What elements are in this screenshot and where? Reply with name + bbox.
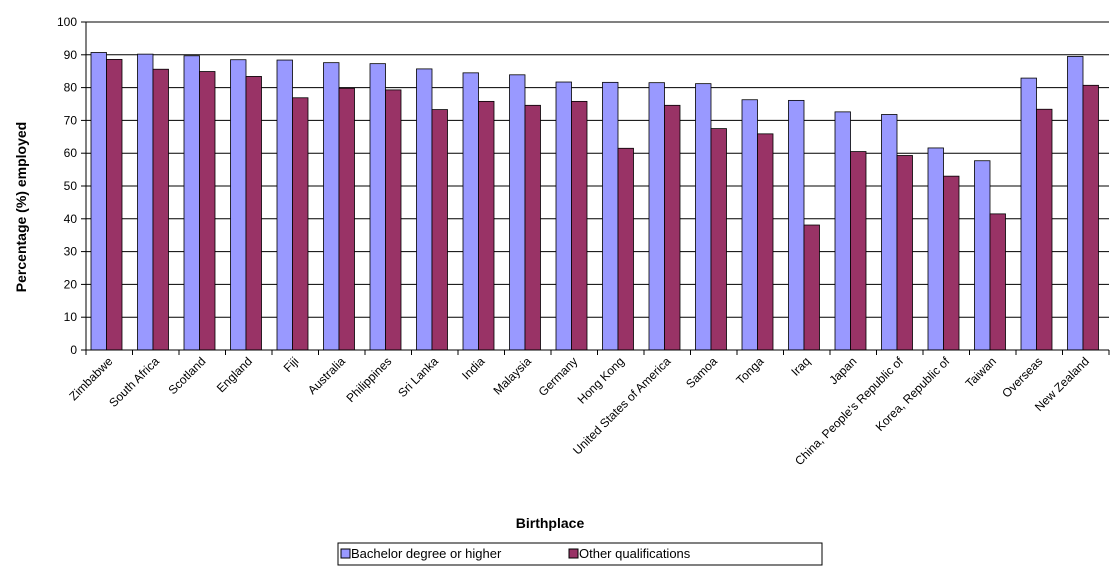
bar-other-17: [896, 155, 913, 351]
x-tick-label: Fiji: [281, 354, 302, 375]
x-tick-label: Philippines: [343, 354, 394, 405]
bar-other-8: [478, 100, 495, 351]
bar-bachelor-12: [648, 82, 665, 351]
y-tick-label: 80: [64, 81, 78, 95]
bar-other-12: [664, 104, 681, 351]
legend-label-other: Other qualifications: [579, 546, 691, 561]
y-tick-label: 100: [57, 15, 77, 29]
bar-other-2: [199, 71, 216, 351]
legend-frame: [337, 542, 823, 566]
x-tick-label: Overseas: [999, 354, 1045, 400]
bar-other-6: [385, 89, 402, 351]
bar-bachelor-8: [462, 72, 479, 351]
y-tick-label: 90: [64, 48, 78, 62]
x-tick-label: Zimbabwe: [66, 354, 115, 403]
bar-bachelor-9: [509, 74, 526, 351]
bar-other-16: [850, 151, 867, 351]
bar-other-20: [1036, 108, 1053, 351]
bar-bachelor-13: [695, 83, 712, 351]
x-tick-label: Australia: [305, 354, 348, 397]
y-tick-labels: 0 10 20 30 40 50 60 70 80 90 100: [57, 15, 77, 357]
y-tick-label: 50: [64, 179, 78, 193]
bar-bachelor-3: [230, 59, 247, 351]
bar-other-10: [571, 100, 588, 351]
bar-other-15: [803, 224, 820, 351]
x-tick-label: Iraq: [788, 354, 813, 379]
bar-bachelor-1: [137, 53, 154, 351]
bar-bachelor-17: [881, 114, 898, 351]
y-tick-label: 30: [64, 245, 78, 259]
bar-bachelor-7: [416, 68, 433, 351]
bar-other-18: [943, 175, 960, 351]
x-tick-label: Germany: [536, 354, 581, 399]
legend-swatch-other: [568, 548, 579, 559]
bar-other-19: [989, 213, 1006, 351]
x-tick-label: England: [214, 354, 255, 395]
bar-other-1: [152, 68, 169, 351]
bar-bachelor-0: [90, 52, 107, 351]
x-tick-label: South Africa: [106, 354, 162, 410]
bar-other-13: [710, 128, 727, 351]
y-tick-label: 20: [64, 277, 78, 291]
bar-bachelor-6: [369, 63, 386, 351]
bar-bachelor-21: [1067, 56, 1084, 351]
bar-bachelor-19: [974, 160, 991, 351]
x-axis-title: Birthplace: [516, 515, 585, 531]
bars: [90, 52, 1099, 351]
x-tick-label: Samoa: [683, 354, 720, 391]
legend: Bachelor degree or higher Other qualific…: [337, 542, 823, 566]
legend-swatch-bachelor: [340, 548, 351, 559]
bar-bachelor-10: [555, 81, 572, 351]
bar-other-4: [292, 97, 309, 351]
bar-other-7: [431, 109, 448, 351]
x-tick-label: Malaysia: [491, 354, 535, 398]
bar-bachelor-2: [183, 55, 200, 351]
bar-bachelor-20: [1020, 77, 1037, 351]
bar-bachelor-15: [788, 99, 805, 351]
bar-other-14: [757, 133, 774, 351]
bar-bachelor-16: [834, 111, 851, 351]
y-tick-label: 10: [64, 310, 78, 324]
bar-other-9: [524, 104, 541, 351]
bar-other-11: [617, 147, 634, 351]
bar-bachelor-4: [276, 59, 293, 351]
bar-bachelor-14: [741, 99, 758, 351]
y-tick-label: 70: [64, 113, 78, 127]
bar-bachelor-18: [927, 147, 944, 351]
legend-label-bachelor: Bachelor degree or higher: [351, 546, 502, 561]
x-tick-label: United States of America: [570, 354, 674, 458]
bar-other-3: [245, 76, 262, 351]
bar-other-5: [338, 87, 355, 351]
bar-bachelor-11: [602, 81, 619, 351]
x-tick-label: India: [459, 354, 488, 383]
x-tick-label: Japan: [826, 354, 859, 387]
x-tick-label: Tonga: [733, 354, 766, 387]
x-tick-label: Taiwan: [963, 354, 999, 390]
bar-other-0: [106, 58, 123, 351]
axes: [85, 22, 1110, 355]
y-tick-label: 40: [64, 212, 78, 226]
bar-other-21: [1082, 84, 1099, 351]
y-tick-label: 0: [70, 343, 77, 357]
x-tick-label: Scotland: [165, 354, 208, 397]
x-tick-label: Sri Lanka: [395, 354, 441, 400]
y-axis-title: Percentage (%) employed: [13, 122, 29, 292]
y-tick-label: 60: [64, 146, 78, 160]
bar-bachelor-5: [323, 62, 340, 351]
